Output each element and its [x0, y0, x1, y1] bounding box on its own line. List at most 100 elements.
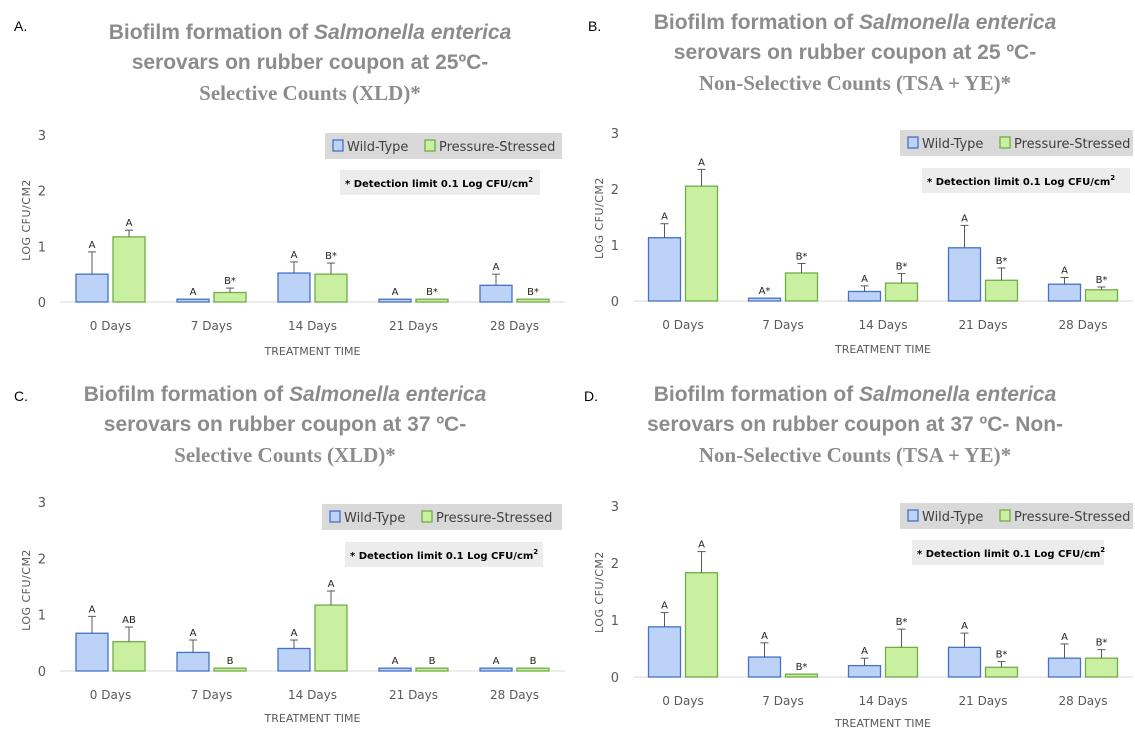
significance-label: B*	[224, 276, 236, 287]
detection-limit-note: * Detection limit 0.1 Log CFU/cm2	[345, 176, 533, 190]
note-box	[922, 168, 1130, 193]
x-tick-label: 21 Days	[958, 694, 1007, 708]
title-line1: Biofilm formation of	[83, 383, 290, 406]
significance-label: B*	[996, 256, 1008, 267]
pressure-stressed-bar	[213, 667, 247, 672]
note-box	[340, 170, 540, 195]
x-tick-label: 0 Days	[662, 694, 703, 708]
chart-title: Biofilm formation of Salmonella enterica…	[575, 380, 1135, 470]
x-tick-label: 7 Days	[191, 319, 232, 333]
wild-type-bar	[647, 626, 682, 678]
x-axis-label: TREATMENT TIME	[264, 345, 361, 358]
significance-label: B	[530, 656, 537, 667]
x-tick-label: 0 Days	[90, 319, 131, 333]
wild-type-bar	[378, 298, 412, 303]
y-tick-label: 3	[38, 129, 46, 144]
pressure-stressed-bar	[684, 572, 719, 678]
title-line2: serovars on rubber coupon at 37 ºC- Non-	[646, 413, 1064, 436]
x-axis-label: TREATMENT TIME	[834, 343, 931, 356]
significance-label: A	[493, 262, 500, 273]
pressure-stressed-bar	[884, 646, 919, 678]
title-line1: Biofilm formation of	[653, 11, 860, 34]
x-tick-label: 14 Days	[858, 694, 907, 708]
significance-label: A	[89, 604, 96, 615]
significance-label: A	[761, 631, 768, 642]
wild-type-bar	[479, 667, 513, 672]
significance-label: A	[861, 646, 868, 657]
chart-title: Biofilm formation of Salmonella enterica…	[0, 380, 570, 470]
legend-swatch-wild-type	[907, 136, 919, 149]
x-tick-label: 7 Days	[762, 318, 803, 332]
wild-type-bar	[747, 656, 782, 678]
x-tick-label: 0 Days	[662, 318, 703, 332]
x-tick-label: 28 Days	[490, 688, 539, 702]
legend-label: Wild-Type	[347, 140, 408, 155]
y-tick-label: 2	[38, 185, 46, 200]
significance-label: A	[392, 656, 399, 667]
y-axis-label: LOG CFU/CM2	[20, 549, 33, 631]
pressure-stressed-bar	[516, 667, 550, 672]
legend-swatch-wild-type	[329, 510, 341, 523]
pressure-stressed-bar	[784, 272, 819, 302]
y-tick-label: 3	[38, 496, 46, 511]
title-line1: Biofilm formation of	[653, 383, 860, 406]
y-tick-label: 2	[38, 552, 46, 567]
pressure-stressed-bar	[684, 185, 719, 302]
note-superscript: 2	[1100, 546, 1105, 554]
pressure-stressed-bar	[415, 667, 449, 672]
y-tick-label: 1	[38, 609, 46, 624]
significance-label: AB	[122, 615, 136, 626]
chart-title: Biofilm formation of Salmonella enterica…	[20, 18, 600, 108]
x-tick-label: 28 Days	[1058, 318, 1107, 332]
legend-swatch-pressure-stressed	[424, 139, 436, 152]
significance-label: A	[190, 628, 197, 639]
note-superscript: 2	[533, 548, 538, 556]
significance-label: A	[190, 287, 197, 298]
detection-limit-note: * Detection limit 0.1 Log CFU/cm2	[350, 548, 538, 562]
significance-label: A*	[759, 286, 771, 297]
significance-label: A	[291, 628, 298, 639]
legend-box	[900, 503, 1133, 529]
title-species: Salmonella enterica	[314, 21, 512, 44]
significance-label: A	[698, 157, 705, 168]
y-axis-label: LOG CFU/CM2	[593, 177, 606, 259]
x-tick-label: 28 Days	[490, 319, 539, 333]
x-tick-label: 28 Days	[1058, 694, 1107, 708]
title-line2: serovars on rubber coupon at 25ºC-	[131, 51, 489, 74]
pressure-stressed-bar	[112, 236, 146, 303]
detection-limit-note: * Detection limit 0.1 Log CFU/cm2	[927, 174, 1115, 188]
title-species: Salmonella enterica	[859, 11, 1057, 34]
pressure-stressed-bar	[984, 666, 1019, 678]
wild-type-bar	[847, 664, 882, 678]
significance-label: B*	[896, 617, 908, 628]
significance-label: A	[1061, 265, 1068, 276]
x-tick-label: 14 Days	[858, 318, 907, 332]
significance-label: A	[661, 601, 668, 612]
significance-label: B*	[896, 262, 908, 273]
wild-type-bar	[176, 298, 210, 303]
legend-swatch-pressure-stressed	[999, 509, 1011, 522]
y-tick-label: 0	[611, 295, 619, 310]
significance-label: A	[89, 240, 96, 251]
significance-label: A	[1061, 632, 1068, 643]
y-axis-label: LOG CFU/CM2	[593, 551, 606, 633]
significance-label: B	[227, 656, 234, 667]
x-tick-label: 7 Days	[762, 694, 803, 708]
y-tick-label: 2	[611, 557, 619, 572]
wild-type-bar	[378, 667, 412, 672]
note-superscript: 2	[528, 176, 533, 184]
x-tick-label: 21 Days	[958, 318, 1007, 332]
note-superscript: 2	[1110, 174, 1115, 182]
x-axis-label: TREATMENT TIME	[264, 712, 361, 725]
title-line3: Selective Counts (XLD)*	[174, 443, 396, 467]
pressure-stressed-bar	[415, 298, 449, 303]
x-tick-label: 14 Days	[288, 319, 337, 333]
legend-label: Pressure-Stressed	[1014, 137, 1130, 152]
y-tick-label: 0	[38, 296, 46, 311]
wild-type-bar	[947, 646, 982, 678]
wild-type-bar	[1047, 657, 1082, 678]
significance-label: A	[861, 274, 868, 285]
